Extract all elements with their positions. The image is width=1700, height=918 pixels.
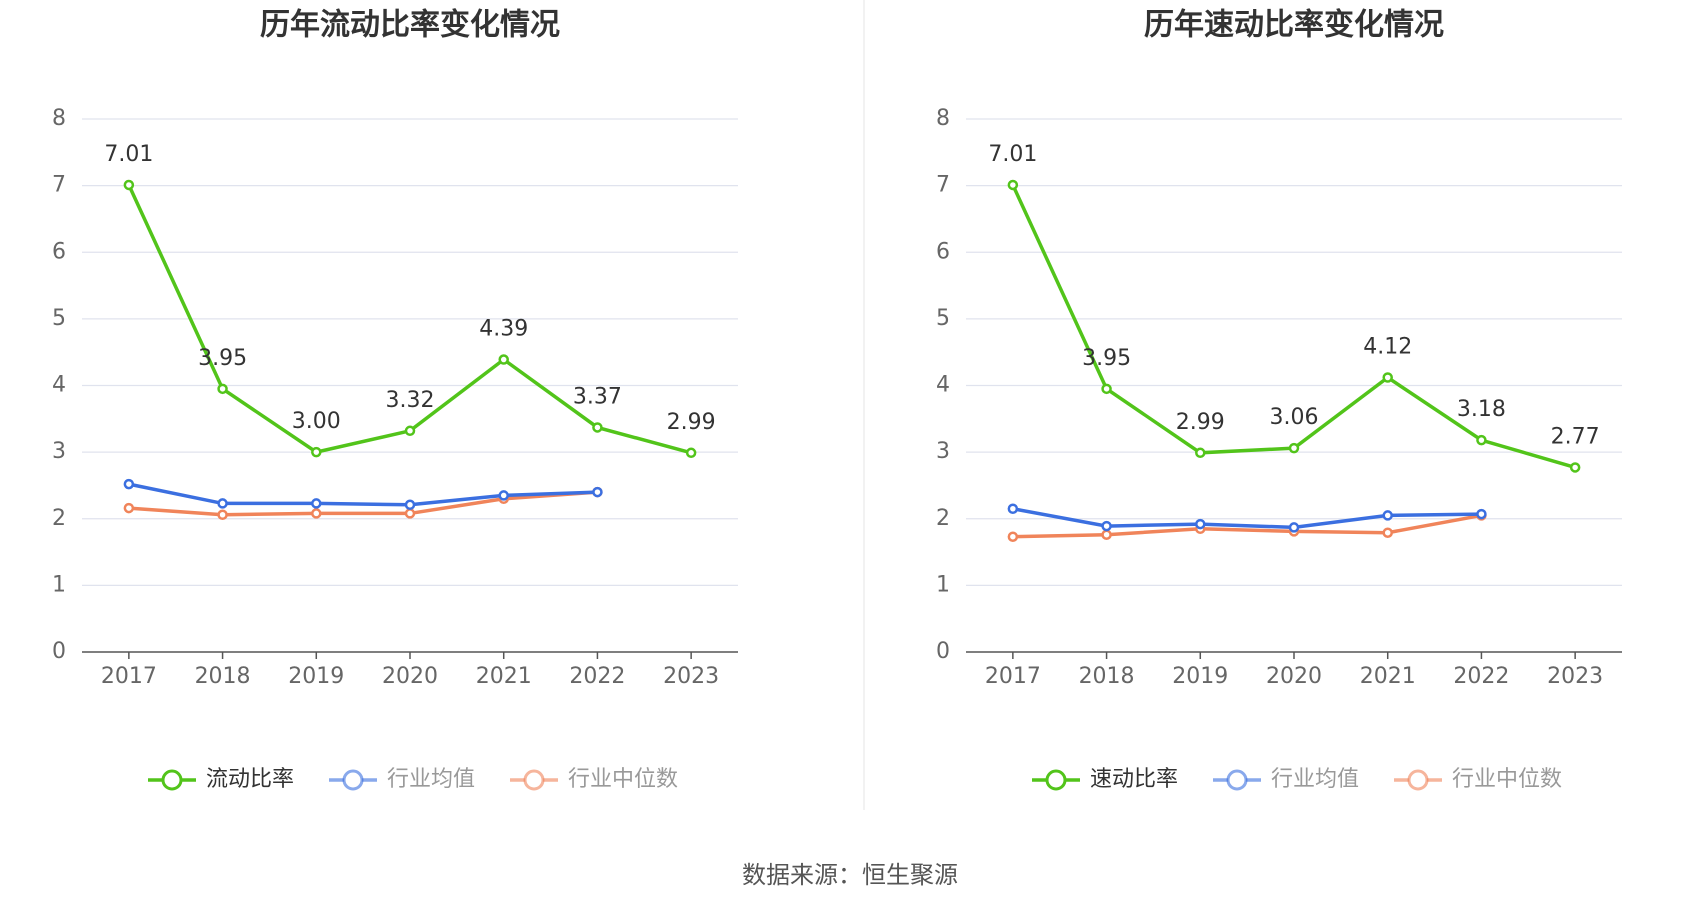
y-tick-label: 1 <box>936 572 950 597</box>
legend-label: 行业均值 <box>1271 767 1359 792</box>
x-tick-label: 2017 <box>101 664 157 689</box>
data-label: 4.39 <box>479 317 528 342</box>
x-tick-label: 2020 <box>382 664 438 689</box>
data-point <box>1288 522 1300 533</box>
data-point <box>1476 434 1487 446</box>
data-label: 3.95 <box>198 346 247 371</box>
source: 数据来源：恒生聚源 <box>742 861 958 889</box>
legend-icon <box>1045 769 1067 791</box>
data-point <box>1101 520 1112 532</box>
data-point <box>592 486 603 498</box>
data-point <box>1007 531 1019 542</box>
y-tick-label: 2 <box>936 506 950 531</box>
data-point <box>1195 518 1206 530</box>
data-label: 4.12 <box>1363 335 1412 360</box>
data-label: 3.06 <box>1270 405 1319 430</box>
legend-icon <box>523 769 545 791</box>
x-tick-label: 2021 <box>476 664 532 689</box>
y-tick-label: 2 <box>52 506 66 531</box>
data-point <box>1569 462 1581 473</box>
legend-label: 速动比率 <box>1090 767 1178 792</box>
data-label: 3.00 <box>292 409 341 434</box>
data-label: 7.01 <box>988 142 1037 167</box>
legend-label: 行业中位数 <box>1452 767 1562 792</box>
y-tick-label: 7 <box>52 173 66 198</box>
chart-title: 历年流动比率变化情况 <box>260 8 560 43</box>
y-tick-label: 0 <box>936 639 950 664</box>
data-label: 3.18 <box>1457 397 1506 422</box>
data-point <box>498 354 509 365</box>
legend-icon <box>161 769 183 791</box>
data-point <box>592 422 603 433</box>
data-point <box>1195 447 1206 459</box>
y-tick-label: 5 <box>52 306 66 331</box>
data-point <box>1288 442 1300 454</box>
y-tick-label: 3 <box>936 439 950 464</box>
x-tick-label: 2022 <box>569 664 625 689</box>
y-tick-label: 4 <box>52 373 66 398</box>
data-point <box>404 499 416 511</box>
y-tick-label: 8 <box>52 106 66 131</box>
x-tick-label: 2018 <box>195 664 251 689</box>
data-point <box>217 509 228 521</box>
series-line <box>1012 507 1482 530</box>
data-point <box>685 447 697 459</box>
x-tick-label: 2021 <box>1360 664 1416 689</box>
series-line <box>128 490 598 517</box>
series-line <box>128 482 598 507</box>
data-point <box>217 383 228 395</box>
y-tick-label: 4 <box>936 373 950 398</box>
legend-label: 行业中位数 <box>568 767 678 792</box>
legend-icon <box>1407 769 1429 791</box>
legend-icon <box>1226 769 1248 791</box>
data-label: 2.99 <box>1176 410 1225 435</box>
data-point <box>404 425 416 437</box>
data-point <box>1476 508 1487 520</box>
data-point <box>1007 179 1019 191</box>
data-label: 2.77 <box>1551 424 1600 449</box>
data-point <box>498 490 509 501</box>
x-tick-label: 2020 <box>1266 664 1322 689</box>
data-point <box>1007 503 1019 515</box>
data-point <box>311 446 322 458</box>
data-point <box>1101 529 1112 540</box>
data-point <box>123 478 135 490</box>
series-line <box>1012 513 1482 539</box>
x-tick-label: 2018 <box>1079 664 1135 689</box>
data-label: 2.99 <box>667 410 716 435</box>
y-tick-label: 6 <box>936 239 950 264</box>
data-point <box>1101 383 1112 395</box>
legend-icon <box>342 769 364 791</box>
data-point <box>1382 372 1393 383</box>
data-label: 3.32 <box>386 388 435 413</box>
data-point <box>123 179 135 191</box>
data-label: 3.95 <box>1082 346 1131 371</box>
y-tick-label: 7 <box>936 173 950 198</box>
x-tick-label: 2023 <box>663 664 719 689</box>
x-tick-label: 2017 <box>985 664 1041 689</box>
data-label: 7.01 <box>104 142 153 167</box>
chart-title: 历年速动比率变化情况 <box>1144 8 1444 43</box>
y-tick-label: 8 <box>936 106 950 131</box>
data-point <box>217 498 228 509</box>
x-tick-label: 2019 <box>288 664 344 689</box>
y-tick-label: 0 <box>52 639 66 664</box>
y-tick-label: 5 <box>936 306 950 331</box>
x-tick-label: 2022 <box>1453 664 1509 689</box>
data-point <box>311 498 322 509</box>
data-point <box>404 508 416 519</box>
legend-label: 流动比率 <box>206 767 294 792</box>
data-point <box>1382 510 1393 521</box>
y-tick-label: 3 <box>52 439 66 464</box>
data-point <box>123 502 135 514</box>
x-tick-label: 2023 <box>1547 664 1603 689</box>
data-point <box>1382 527 1393 538</box>
data-point <box>311 508 322 519</box>
legend-label: 行业均值 <box>387 767 475 792</box>
y-tick-label: 6 <box>52 239 66 264</box>
data-label: 3.37 <box>573 384 622 409</box>
x-tick-label: 2019 <box>1172 664 1228 689</box>
y-tick-label: 1 <box>52 572 66 597</box>
